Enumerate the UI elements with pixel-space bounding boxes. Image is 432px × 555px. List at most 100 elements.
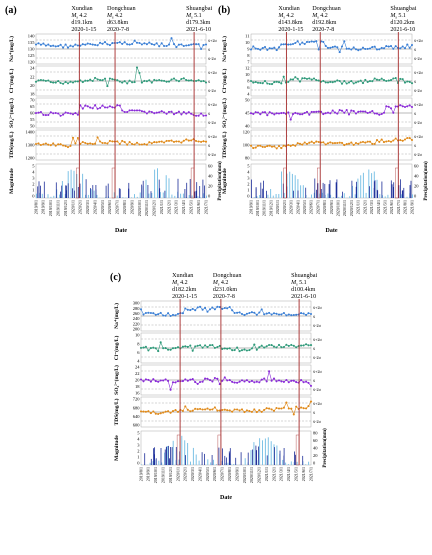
y-tick-label: 6 xyxy=(137,350,140,355)
data-point xyxy=(152,410,154,412)
precip-axis-label: Precipitation(mm) xyxy=(424,161,429,201)
data-point xyxy=(236,408,238,410)
data-point xyxy=(295,406,297,408)
event-name: Xundian xyxy=(278,5,299,12)
data-point xyxy=(399,47,401,49)
precip-bar xyxy=(267,195,268,198)
data-point xyxy=(341,45,343,47)
data-point xyxy=(198,140,200,142)
magnitude-bar xyxy=(199,186,200,198)
data-point xyxy=(170,389,172,391)
data-point xyxy=(138,42,140,44)
precip-bar xyxy=(148,194,149,198)
data-point xyxy=(198,79,200,81)
data-point xyxy=(35,81,37,83)
event-name: Xundian xyxy=(71,5,92,12)
data-point xyxy=(390,79,392,81)
data-point xyxy=(290,408,292,410)
data-point xyxy=(332,81,334,83)
data-point xyxy=(251,311,253,313)
sigma-label: x̄+2σ xyxy=(414,102,424,107)
data-point xyxy=(290,380,292,382)
data-point xyxy=(99,42,101,44)
magnitude-bar xyxy=(314,179,315,199)
precip-bar xyxy=(338,197,339,198)
data-point xyxy=(156,79,158,81)
date-tick-label: 2021/5/1 xyxy=(382,200,387,214)
data-point xyxy=(402,78,404,80)
data-point xyxy=(292,78,294,80)
data-point xyxy=(131,81,133,83)
data-point xyxy=(325,81,327,83)
data-point xyxy=(161,80,163,82)
data-point xyxy=(322,80,324,82)
data-point xyxy=(165,378,167,380)
data-point xyxy=(308,41,310,43)
data-point xyxy=(187,309,189,311)
data-point xyxy=(268,408,270,410)
data-point xyxy=(189,410,191,412)
data-point xyxy=(45,45,47,47)
data-point xyxy=(141,143,143,145)
data-point xyxy=(251,347,253,349)
event-date: 2020-1-15 xyxy=(278,27,303,33)
date-tick-label: 2021/6/1 xyxy=(301,467,306,481)
data-point xyxy=(280,147,282,149)
data-point xyxy=(206,311,208,313)
data-point xyxy=(204,344,206,346)
data-point xyxy=(305,314,307,316)
data-point xyxy=(214,377,216,379)
data-point xyxy=(339,142,341,144)
data-point xyxy=(409,104,411,106)
data-point xyxy=(239,311,241,313)
data-point xyxy=(87,105,89,107)
data-point xyxy=(360,110,362,112)
data-point xyxy=(311,79,313,81)
y-axis-label: Cl⁻(mg/L) xyxy=(8,69,15,94)
data-point xyxy=(306,78,308,80)
precip-bar xyxy=(291,461,292,465)
data-point xyxy=(388,80,390,82)
event-magnitude: 5.1 xyxy=(299,280,307,286)
data-point xyxy=(378,114,380,116)
precip-bar xyxy=(140,193,141,199)
data-point xyxy=(325,143,327,145)
date-tick-label: 2021/6/1 xyxy=(389,200,394,214)
data-point xyxy=(304,112,306,114)
data-point xyxy=(129,141,131,143)
data-point xyxy=(195,80,197,82)
data-point xyxy=(188,140,190,142)
data-point xyxy=(202,115,204,117)
data-point xyxy=(199,344,201,346)
data-point xyxy=(369,111,371,113)
magnitude-bar xyxy=(39,181,40,198)
date-tick-label: 2020/10/1 xyxy=(336,200,341,216)
precip-bar xyxy=(200,197,201,198)
precip-bar xyxy=(311,195,312,199)
data-point xyxy=(204,307,206,309)
data-point xyxy=(293,314,295,316)
data-point xyxy=(60,44,62,46)
data-point xyxy=(303,344,305,346)
data-point xyxy=(209,379,211,381)
data-point xyxy=(146,144,148,146)
data-point xyxy=(106,43,108,45)
data-point xyxy=(258,409,260,411)
y-tick-label: 135 xyxy=(28,40,36,45)
data-point xyxy=(297,142,299,144)
data-point xyxy=(150,381,152,383)
precip-bar xyxy=(344,193,345,198)
precip-bar xyxy=(276,194,277,198)
event-magnitude: 4.2 xyxy=(221,280,229,286)
y-tick-label: 24 xyxy=(135,365,140,370)
data-point xyxy=(74,142,76,144)
subplot-frame xyxy=(251,164,412,198)
data-point xyxy=(300,312,302,314)
precip-bar xyxy=(412,194,413,198)
event-magnitude-subscript: s xyxy=(395,15,397,20)
data-point xyxy=(180,78,182,80)
data-point xyxy=(57,45,59,47)
data-point xyxy=(106,85,108,87)
